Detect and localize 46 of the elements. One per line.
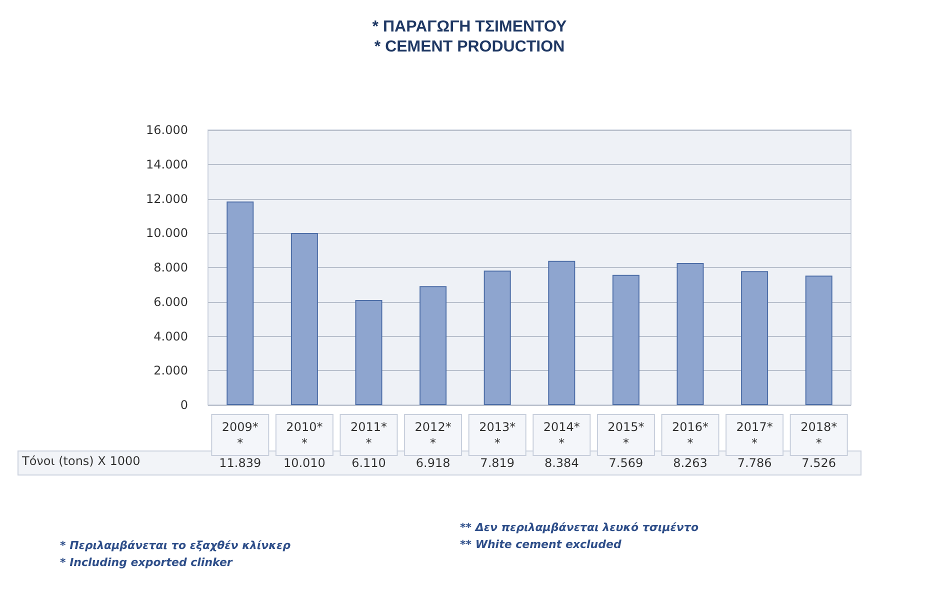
data-label: 8.384 — [544, 456, 579, 470]
x-tick-label: 2011** — [350, 420, 388, 450]
bar — [420, 286, 447, 405]
text: * Including exported clinker — [60, 556, 233, 569]
x-tick-label: 2018** — [800, 420, 838, 450]
data-label: 11.839 — [219, 456, 262, 470]
x-tick-label: 2012** — [414, 420, 452, 450]
data-label: 7.526 — [802, 456, 836, 470]
bar — [355, 300, 382, 405]
chart-subtitle: * CEMENT PRODUCTION — [374, 38, 565, 56]
y-tick-label: 6.000 — [154, 294, 188, 309]
x-tick-label: 2017** — [736, 420, 773, 450]
data-label: 7.819 — [480, 456, 515, 470]
bar — [741, 271, 768, 405]
x-tick-label: 2013** — [479, 420, 516, 450]
y-tick-label: 2.000 — [154, 364, 188, 378]
text: ** Δεν περιλαμβάνεται λευκό τσιμέντο — [460, 521, 699, 534]
y-tick-label: 8.000 — [154, 260, 188, 274]
x-tick-label: 2015** — [608, 420, 644, 450]
bar — [484, 270, 511, 405]
data-label: 6.918 — [416, 456, 450, 470]
y-tick-label: 10.000 — [146, 226, 188, 240]
bar — [676, 262, 704, 405]
y-tick-label: 0 — [180, 398, 188, 412]
data-label: 7.786 — [737, 456, 772, 470]
bar — [612, 274, 640, 405]
text: ** White cement excluded — [460, 538, 622, 551]
chart-title: * ΠΑΡΑΓΩΓΗ ΤΣΙΜΕΝΤΟΥ — [372, 18, 568, 36]
y-tick-label: 16.000 — [146, 123, 188, 137]
y-tick-label: 14.000 — [146, 157, 188, 172]
x-tick-label: 2016** — [672, 420, 709, 450]
data-label: 7.569 — [608, 456, 644, 470]
x-tick-label: 2009** — [222, 420, 258, 450]
data-label: 6.110 — [352, 456, 386, 470]
x-tick-label: 2014** — [543, 420, 580, 450]
data-label: 8.263 — [673, 456, 708, 470]
y-tick-label: 4.000 — [154, 329, 188, 344]
bar — [290, 232, 318, 405]
text: * Περιλαμβάνεται το εξαχθέν κλίνκερ — [60, 539, 291, 552]
data-label: 10.010 — [283, 456, 326, 470]
bar — [548, 260, 576, 405]
y-tick-label: 12.000 — [146, 192, 188, 206]
bar — [226, 202, 254, 405]
text: Τόνοι (tons) X 1000 — [21, 454, 140, 468]
bar — [805, 276, 832, 405]
x-tick-label: 2010** — [286, 420, 323, 450]
